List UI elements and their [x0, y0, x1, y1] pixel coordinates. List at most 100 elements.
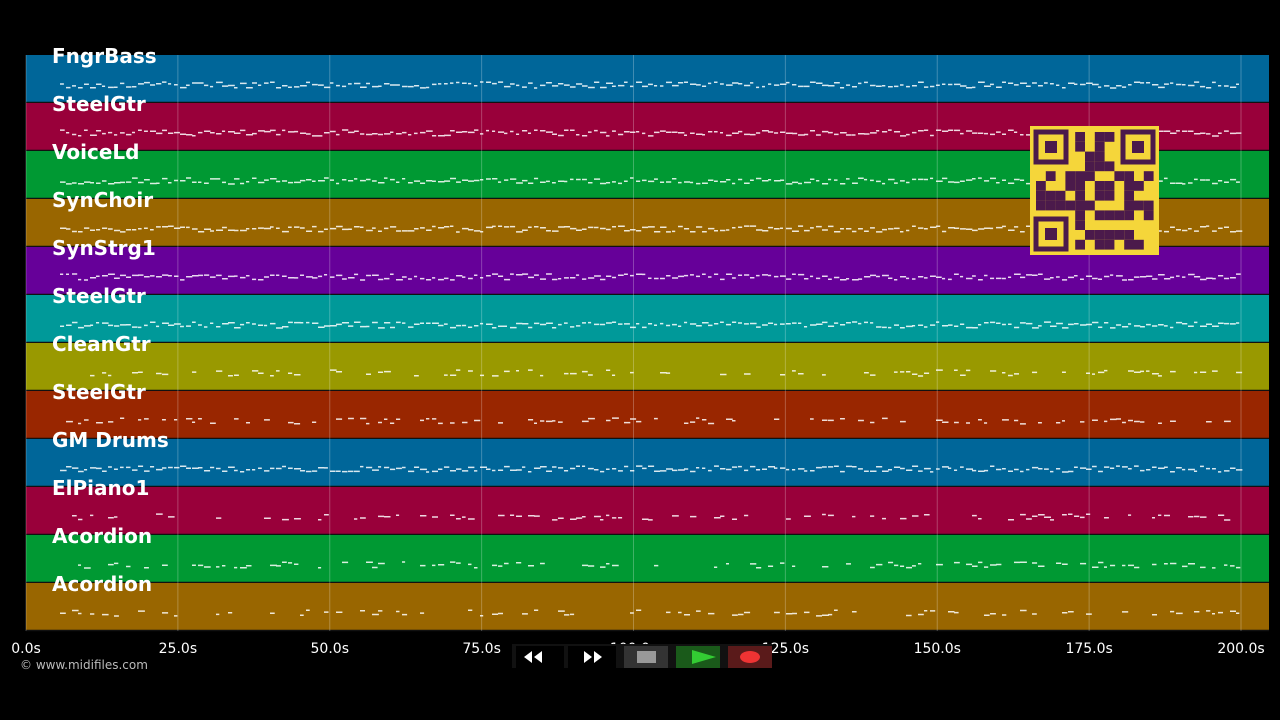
- qr-cell: [1094, 210, 1105, 221]
- qr-cell: [1075, 220, 1085, 230]
- qr-cell: [1124, 171, 1134, 181]
- note-line: [60, 81, 1239, 89]
- qr-cell: [1075, 210, 1085, 221]
- qr-cell: [1075, 132, 1085, 142]
- qr-cell: [1065, 181, 1076, 191]
- track-lane: [26, 535, 1269, 582]
- copyright: © www.midifiles.com: [20, 658, 148, 672]
- qr-cell: [1124, 200, 1134, 211]
- track-lane: [26, 439, 1269, 486]
- qr-cell: [1055, 190, 1066, 201]
- qr-cell: [1104, 132, 1115, 142]
- track-labels: FngrBass SteelGtr VoiceLd SynChoir SynStrg1 S…: [52, 44, 169, 596]
- note-line: [66, 417, 1231, 425]
- qr-cell: [1094, 181, 1105, 191]
- rewind-button[interactable]: [516, 646, 564, 668]
- qr-cell: [1114, 230, 1125, 240]
- qr-cell: [1036, 200, 1046, 211]
- qr-cell: [1094, 230, 1105, 240]
- time-tick-label: 175.0s: [1065, 641, 1112, 657]
- qr-cell: [1094, 190, 1105, 201]
- qr-cell: [1075, 171, 1085, 181]
- stop-button[interactable]: [624, 646, 668, 668]
- qr-cell: [1036, 190, 1046, 201]
- track-name: FngrBass: [52, 44, 157, 68]
- note-line: [60, 273, 1241, 281]
- qr-cell: [1124, 230, 1134, 240]
- qr-cell: [1104, 239, 1115, 250]
- time-tick-label: 125.0s: [762, 641, 809, 657]
- note-line: [60, 321, 1240, 329]
- track-name: GM Drums: [52, 428, 169, 452]
- qr-cell: [1045, 171, 1056, 181]
- qr-cell: [1085, 151, 1095, 162]
- qr-cell: [1075, 200, 1085, 211]
- qr-cell: [1085, 171, 1095, 181]
- qr-cell: [1143, 210, 1154, 221]
- qr-cell: [1124, 239, 1134, 250]
- qr-cell: [1085, 230, 1095, 240]
- track-name: SteelGtr: [52, 284, 146, 308]
- note-line: [90, 369, 1243, 377]
- qr-cell: [1075, 239, 1085, 250]
- qr-cell: [1104, 161, 1115, 172]
- qr-cell: [1114, 171, 1125, 181]
- track-name: SteelGtr: [52, 380, 146, 404]
- qr-cell: [1124, 181, 1134, 191]
- time-tick-label: 75.0s: [462, 641, 500, 657]
- qr-cell: [1075, 190, 1085, 201]
- qr-cell: [1094, 151, 1105, 162]
- track-name: VoiceLd: [52, 140, 139, 164]
- qr-cell: [1085, 161, 1095, 172]
- record-button[interactable]: [728, 646, 772, 668]
- track-lane: [26, 55, 1269, 102]
- track-name: SteelGtr: [52, 92, 146, 116]
- qr-cell: [1036, 181, 1046, 191]
- qr-cell: [1045, 190, 1056, 201]
- qr-cell: [1134, 200, 1144, 211]
- track-name: SynStrg1: [52, 236, 156, 260]
- qr-cell: [1134, 239, 1144, 250]
- qr-cell: [1075, 181, 1085, 191]
- track-name: ElPiano1: [52, 476, 149, 500]
- play-button[interactable]: [676, 646, 720, 668]
- qr-cell: [1094, 132, 1105, 142]
- qr-cell: [1055, 200, 1066, 211]
- qr-cell: [1124, 190, 1134, 201]
- qr-cell: [1094, 161, 1105, 172]
- qr-cell: [1065, 171, 1076, 181]
- notes: [60, 81, 1243, 617]
- qr-cell: [1143, 200, 1154, 211]
- time-tick-label: 50.0s: [311, 641, 349, 657]
- time-tick-label: 0.0s: [11, 641, 41, 657]
- time-tick-label: 25.0s: [159, 641, 197, 657]
- qr-cell: [1075, 141, 1085, 152]
- qr-cell: [1104, 210, 1115, 221]
- track-lane: [26, 295, 1269, 342]
- qr-cell: [1134, 181, 1144, 191]
- qr-cell: [1085, 200, 1095, 211]
- time-tick-label: 150.0s: [914, 641, 961, 657]
- qr-code: [1030, 126, 1159, 255]
- qr-cell: [1094, 239, 1105, 250]
- track-lane: [26, 487, 1269, 534]
- transport-controls: [512, 644, 772, 668]
- qr-cell: [1104, 181, 1115, 191]
- qr-cell: [1045, 200, 1056, 211]
- qr-cell: [1114, 210, 1125, 221]
- track-lane: [26, 343, 1269, 390]
- qr-cell: [1065, 200, 1076, 211]
- track-name: Acordion: [52, 524, 152, 548]
- track-lanes: [26, 55, 1269, 632]
- note-line: [72, 513, 1231, 521]
- track-lane: [26, 391, 1269, 438]
- fast-forward-button[interactable]: [568, 646, 616, 668]
- track-lane: [26, 583, 1269, 630]
- track-name: Acordion: [52, 572, 152, 596]
- note-line: [78, 561, 1241, 569]
- qr-cell: [1104, 190, 1115, 201]
- track-name: SynChoir: [52, 188, 153, 212]
- time-tick-label: 200.0s: [1217, 641, 1264, 657]
